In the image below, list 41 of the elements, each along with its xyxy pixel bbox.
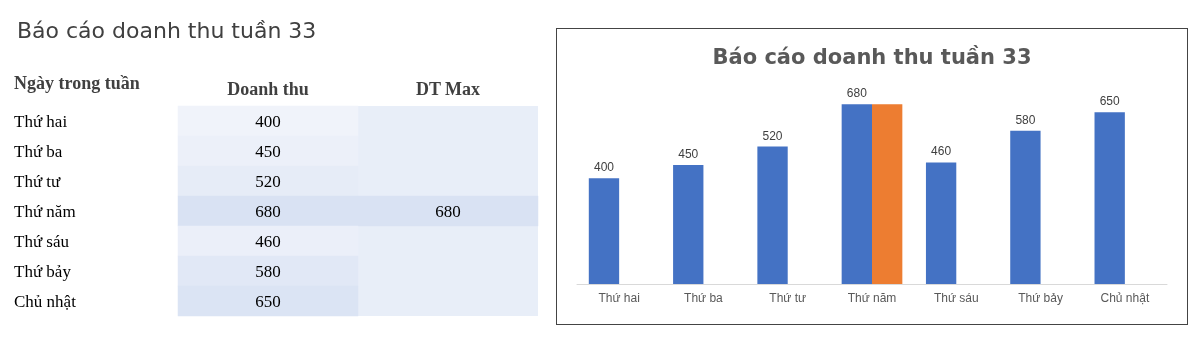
data-label: 400 [593, 160, 615, 175]
x-tick-label: Thứ ba [684, 291, 724, 305]
data-label: 400 [255, 111, 281, 131]
bar [588, 178, 620, 284]
x-tick-label: Thứ tư [769, 291, 807, 305]
x-tick-label: Thứ hai [598, 291, 640, 305]
bar [841, 104, 872, 284]
y-axis-title: Ngày trong tuần [14, 73, 140, 93]
x-tick-label: Thứ sáu [933, 291, 979, 305]
data-label: 680 [435, 201, 461, 221]
data-label: 520 [255, 171, 281, 191]
data-label: 450 [255, 141, 281, 161]
chart-title: Báo cáo doanh thu tuần 33 [712, 44, 1032, 69]
y-tick-label: Thứ năm [14, 201, 76, 221]
data-label: 520 [762, 128, 783, 143]
bar [1094, 112, 1125, 284]
y-tick-label: Thứ sáu [14, 231, 70, 251]
data-label: 460 [255, 231, 281, 251]
x-tick-label: Chủ nhật [1100, 291, 1150, 305]
bar [925, 162, 957, 284]
data-label: 450 [678, 147, 699, 162]
data-label: 650 [255, 291, 281, 311]
y-tick-label: Thứ bảy [14, 261, 72, 281]
bar [872, 104, 903, 284]
data-label: 650 [1099, 94, 1121, 109]
data-label: 680 [846, 86, 868, 101]
data-label: 580 [255, 261, 281, 281]
x-tick-label: Thứ bảy [1018, 291, 1063, 305]
x-tick-label: Thứ năm [847, 291, 897, 305]
bar [673, 165, 704, 284]
x-tick-label: Doanh thu [227, 79, 309, 99]
x-tick-label: DT Max [415, 79, 481, 99]
bar [757, 146, 788, 284]
chart-title: Báo cáo doanh thu tuần 33 [17, 17, 317, 43]
data-label: 460 [931, 144, 952, 159]
y-tick-label: Thứ ba [14, 141, 63, 161]
data-label: 580 [1015, 112, 1036, 127]
data-label: 680 [255, 201, 281, 221]
y-tick-label: Thứ hai [14, 111, 68, 131]
bar [1010, 130, 1041, 284]
y-tick-label: Thứ tư [14, 171, 62, 191]
